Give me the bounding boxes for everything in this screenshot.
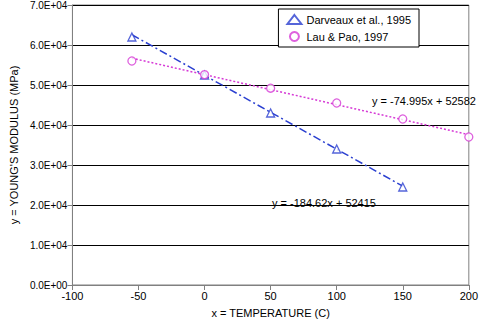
svg-text:-100: -100	[61, 290, 83, 302]
svg-text:6.0E+04: 6.0E+04	[30, 40, 68, 51]
svg-text:Darveaux et al., 1995: Darveaux et al., 1995	[306, 14, 411, 26]
svg-text:y = -184.62x + 52415: y = -184.62x + 52415	[272, 197, 376, 209]
svg-text:150: 150	[394, 290, 412, 302]
svg-text:4.0E+04: 4.0E+04	[30, 120, 68, 131]
svg-text:0.0E+00: 0.0E+00	[29, 279, 68, 291]
svg-text:-50: -50	[131, 290, 147, 302]
svg-text:100: 100	[328, 290, 346, 302]
svg-text:1.0E+04: 1.0E+04	[30, 240, 68, 251]
svg-text:7.0E+04: 7.0E+04	[30, 0, 68, 11]
svg-text:200: 200	[460, 290, 478, 302]
svg-text:2.0E+04: 2.0E+04	[30, 200, 68, 211]
svg-text:5.0E+04: 5.0E+04	[30, 80, 68, 91]
svg-text:0: 0	[202, 290, 208, 302]
svg-text:Lau & Pao, 1997: Lau & Pao, 1997	[306, 31, 388, 43]
svg-text:50: 50	[265, 290, 277, 302]
svg-text:y = -74.995x + 52582: y = -74.995x + 52582	[372, 95, 476, 107]
svg-text:3.0E+04: 3.0E+04	[30, 160, 68, 171]
svg-text:y = YOUNG'S MODULUS (MPa): y = YOUNG'S MODULUS (MPa)	[8, 66, 20, 225]
svg-text:x = TEMPERATURE (C): x = TEMPERATURE (C)	[211, 307, 329, 319]
